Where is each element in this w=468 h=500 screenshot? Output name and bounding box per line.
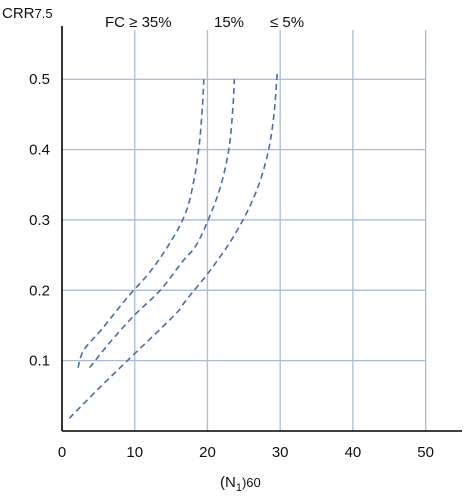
x-tick-label: 10: [126, 444, 143, 461]
y-tick-label: 0.2: [29, 282, 50, 299]
y-tick-label: 0.5: [29, 71, 50, 88]
x-tick-label: 30: [272, 444, 289, 461]
x-axis-label-main: (N: [220, 474, 236, 491]
curves: [68, 72, 279, 419]
y-tick-label: 0.1: [29, 353, 50, 370]
x-tick-label: 0: [58, 444, 66, 461]
y-tick-label: 0.4: [29, 142, 50, 159]
grid: [62, 30, 427, 431]
x-axis-label: (N1)60: [220, 474, 261, 494]
curve-labels: FC ≥ 35% 15% ≤ 5%: [105, 14, 304, 31]
y-tick-label: 0.3: [29, 212, 50, 229]
curve-label-0: FC ≥ 35%: [105, 14, 172, 31]
tick-labels: 0 10 20 30 40 50 0.1 0.2 0.3 0.4 0.5: [29, 71, 434, 461]
x-tick-label: 50: [417, 444, 434, 461]
series-curve-0: [77, 79, 205, 368]
series-curve-2: [68, 72, 279, 419]
axes: [61, 26, 462, 432]
y-axis-label-main: CRR: [2, 5, 35, 22]
x-axis-label-suffix: )60: [242, 475, 261, 490]
x-axis-label-sub: 1: [236, 482, 242, 494]
x-tick-label: 40: [345, 444, 362, 461]
curve-label-2: ≤ 5%: [270, 14, 304, 31]
y-axis-label: CRR7.5: [2, 5, 53, 22]
y-axis-label-sub: 7.5: [35, 6, 53, 21]
series-curve-1: [88, 79, 236, 369]
curve-label-1: 15%: [214, 14, 244, 31]
x-tick-label: 20: [199, 444, 216, 461]
